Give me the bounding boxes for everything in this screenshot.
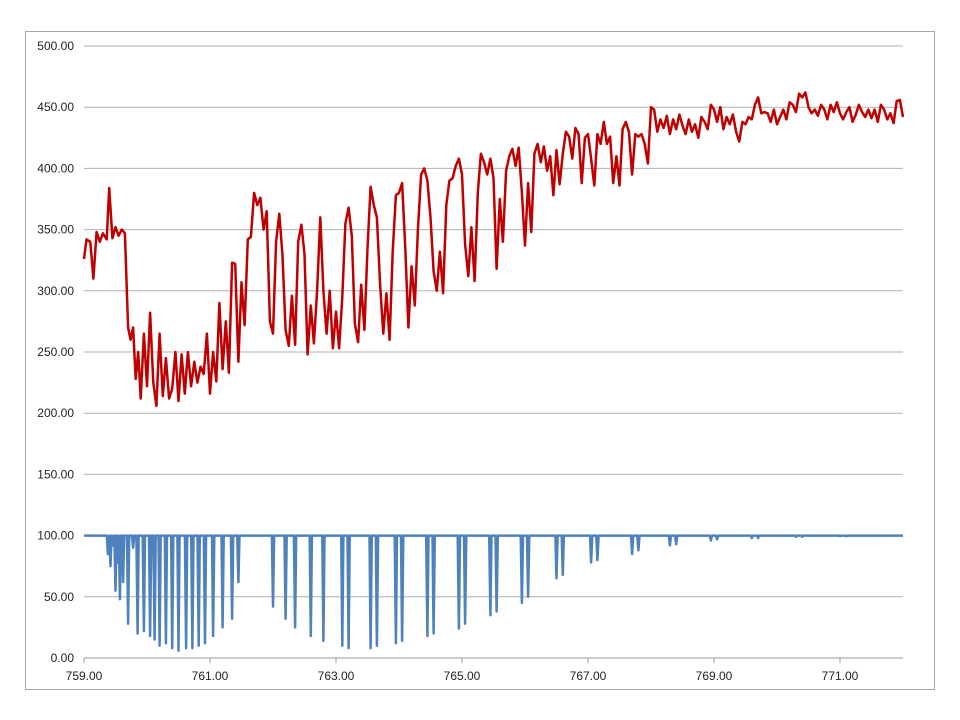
- y-tick-label: 500.00: [37, 39, 74, 53]
- plot-series: [82, 91, 905, 652]
- y-tick-label: 0.00: [51, 651, 75, 665]
- y-tick-label: 50.00: [44, 590, 74, 604]
- series-red-line: [82, 91, 905, 408]
- y-axis-tick-labels: 0.00 50.00 100.00 150.00 200.00 250.00 300.00 3…: [37, 39, 74, 665]
- line-chart: 0.00 50.00 100.00 150.00 200.00 250.00 300.00 3…: [37, 39, 905, 683]
- y-tick-label: 200.00: [37, 406, 74, 420]
- x-tick-label: 769.00: [696, 669, 733, 683]
- chart-frame: 0.00 50.00 100.00 150.00 200.00 250.00 300.00 3…: [25, 31, 935, 690]
- x-tick-label: 761.00: [192, 669, 229, 683]
- x-tick-label: 763.00: [318, 669, 355, 683]
- y-tick-label: 100.00: [37, 529, 74, 543]
- gridlines: [84, 45, 903, 598]
- y-tick-label: 300.00: [37, 284, 74, 298]
- y-tick-label: 400.00: [37, 161, 74, 175]
- y-tick-label: 350.00: [37, 223, 74, 237]
- y-tick-label: 250.00: [37, 345, 74, 359]
- axis-lines: [83, 657, 903, 663]
- x-tick-label: 771.00: [822, 669, 859, 683]
- y-tick-label: 450.00: [37, 100, 74, 114]
- x-tick-label: 765.00: [444, 669, 481, 683]
- y-tick-label: 150.00: [37, 467, 74, 481]
- series-blue-line: [84, 534, 903, 652]
- x-tick-label: 759.00: [66, 669, 103, 683]
- x-tick-label: 767.00: [570, 669, 607, 683]
- x-axis-tick-labels: 759.00 761.00 763.00 765.00 767.00 769.00 771.…: [66, 669, 859, 683]
